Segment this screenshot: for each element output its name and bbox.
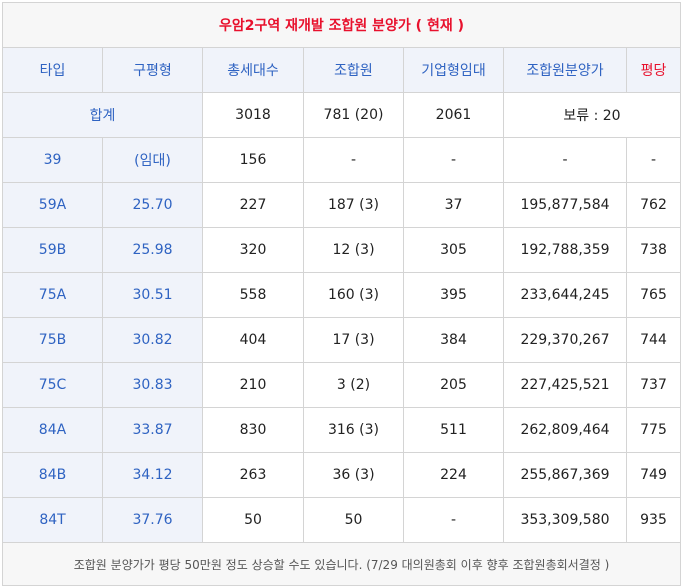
- cell-members: 17 (3): [303, 317, 404, 363]
- header-type: 타입: [2, 47, 103, 93]
- cell-rental: 395: [403, 272, 504, 318]
- header-row: 타입 구평형 총세대수 조합원 기업형임대 조합원분양가 평당: [2, 47, 681, 93]
- cell-price: 262,809,464: [503, 407, 627, 453]
- cell-type: 75A: [2, 272, 103, 318]
- cell-members: 187 (3): [303, 182, 404, 228]
- cell-pyeong: 33.87: [102, 407, 203, 453]
- table-row: 75B 30.82 404 17 (3) 384 229,370,267 744: [2, 317, 681, 363]
- cell-price: 233,644,245: [503, 272, 627, 318]
- cell-pyeong: 30.82: [102, 317, 203, 363]
- cell-members: 3 (2): [303, 362, 404, 408]
- cell-members: 316 (3): [303, 407, 404, 453]
- cell-per-pyeong: 749: [626, 452, 681, 498]
- cell-price: 229,370,267: [503, 317, 627, 363]
- total-rental: 2061: [403, 92, 504, 138]
- cell-households: 227: [202, 182, 304, 228]
- total-households: 3018: [202, 92, 304, 138]
- cell-pyeong: 30.51: [102, 272, 203, 318]
- cell-type: 84A: [2, 407, 103, 453]
- cell-pyeong: 34.12: [102, 452, 203, 498]
- header-rental: 기업형임대: [403, 47, 504, 93]
- total-row: 합계 3018 781 (20) 2061 보류 : 20: [2, 92, 681, 138]
- cell-households: 320: [202, 227, 304, 273]
- cell-households: 404: [202, 317, 304, 363]
- cell-rental: 384: [403, 317, 504, 363]
- table-title: 우암2구역 재개발 조합원 분양가 ( 현재 ): [2, 2, 681, 48]
- cell-members: 160 (3): [303, 272, 404, 318]
- table-row: 39 (임대) 156- - - -: [2, 137, 681, 183]
- cell-pyeong: 30.83: [102, 362, 203, 408]
- total-label: 합계: [2, 92, 203, 138]
- header-per-pyeong: 평당: [626, 47, 681, 93]
- header-members: 조합원: [303, 47, 404, 93]
- header-price: 조합원분양가: [503, 47, 627, 93]
- cell-rental: 205: [403, 362, 504, 408]
- cell-members: -: [303, 137, 404, 183]
- cell-rental: 511: [403, 407, 504, 453]
- table-row: 59A 25.70 227 187 (3) 37 195,877,584 762: [2, 182, 681, 228]
- table-row: 75C 30.83 210 3 (2) 205 227,425,521 737: [2, 362, 681, 408]
- cell-per-pyeong: 738: [626, 227, 681, 273]
- cell-rental: 37: [403, 182, 504, 228]
- cell-price: 227,425,521: [503, 362, 627, 408]
- cell-type: 59A: [2, 182, 103, 228]
- cell-price: 255,867,369: [503, 452, 627, 498]
- cell-price: 192,788,359: [503, 227, 627, 273]
- cell-type: 59B: [2, 227, 103, 273]
- cell-type: 84T: [2, 497, 103, 543]
- cell-households: 156: [202, 137, 304, 183]
- cell-rental: 305: [403, 227, 504, 273]
- cell-members: 50: [303, 497, 404, 543]
- header-households: 총세대수: [202, 47, 304, 93]
- cell-price: 353,309,580: [503, 497, 627, 543]
- table-row: 59B 25.98 320 12 (3) 305 192,788,359 738: [2, 227, 681, 273]
- cell-price: -: [503, 137, 627, 183]
- cell-rental: 224: [403, 452, 504, 498]
- total-note: 보류 : 20: [503, 92, 681, 138]
- cell-households: 50: [202, 497, 304, 543]
- cell-members: 12 (3): [303, 227, 404, 273]
- cell-households: 263: [202, 452, 304, 498]
- cell-households: 558: [202, 272, 304, 318]
- table-row: 84T 37.76 50 50-353,309,580 935: [2, 497, 681, 543]
- cell-per-pyeong: -: [626, 137, 681, 183]
- cell-per-pyeong: 737: [626, 362, 681, 408]
- cell-pyeong: 25.98: [102, 227, 203, 273]
- cell-per-pyeong: 765: [626, 272, 681, 318]
- cell-pyeong: 25.70: [102, 182, 203, 228]
- cell-per-pyeong: 744: [626, 317, 681, 363]
- cell-type: 39: [2, 137, 103, 183]
- cell-type: 84B: [2, 452, 103, 498]
- cell-per-pyeong: 775: [626, 407, 681, 453]
- cell-households: 210: [202, 362, 304, 408]
- cell-members: 36 (3): [303, 452, 404, 498]
- table-row: 84B 34.12 263 36 (3) 224 255,867,369 749: [2, 452, 681, 498]
- cell-pyeong: 37.76: [102, 497, 203, 543]
- header-pyeong: 구평형: [102, 47, 203, 93]
- cell-per-pyeong: 935: [626, 497, 681, 543]
- cell-rental: -: [403, 497, 504, 543]
- table-row: 84A 33.87 830 316 (3) 511 262,809,464 775: [2, 407, 681, 453]
- footnote: 조합원 분양가가 평당 50만원 정도 상승할 수도 있습니다. (7/29 대…: [2, 542, 681, 586]
- cell-households: 830: [202, 407, 304, 453]
- cell-type: 75B: [2, 317, 103, 363]
- cell-per-pyeong: 762: [626, 182, 681, 228]
- cell-type: 75C: [2, 362, 103, 408]
- table-row: 75A 30.51 558 160 (3) 395 233,644,245 765: [2, 272, 681, 318]
- cell-pyeong: (임대): [102, 137, 203, 183]
- total-members: 781 (20): [303, 92, 404, 138]
- cell-price: 195,877,584: [503, 182, 627, 228]
- cell-rental: -: [403, 137, 504, 183]
